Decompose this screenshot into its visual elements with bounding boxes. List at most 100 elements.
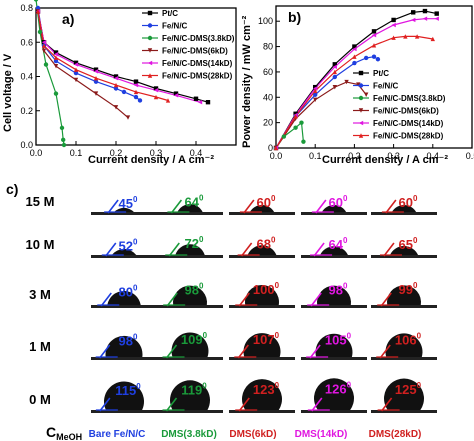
panel-b-legend: Pt/C Fe/N/C Fe/N/C-DMS(3.8kD) Fe/N/C-DMS(6k… bbox=[353, 69, 446, 141]
series-line-fe-n-c-dms-14kd bbox=[275, 18, 437, 149]
panel-a-x-axis-label: Current density / A cm⁻² bbox=[88, 154, 214, 166]
data-point-fe-n-c-dms-28kd bbox=[153, 94, 159, 100]
droplet-cell: 1060 bbox=[371, 323, 437, 363]
contact-angle-value: 1050 bbox=[325, 332, 352, 348]
droplet bbox=[242, 379, 282, 410]
tangent-line bbox=[380, 397, 393, 412]
tangent-line bbox=[238, 292, 250, 307]
legend-marker-fe-n-c-dms-6kd bbox=[358, 108, 364, 113]
substrate bbox=[157, 410, 223, 413]
column-labels: Bare Fe/N/C DMS(3.8kD) DMS(6kD) DMS(14kD) DM… bbox=[89, 429, 422, 440]
data-point-fe-n-c-dms-3-8kd bbox=[37, 29, 43, 35]
legend-label-fe-n-c: Fe/N/C bbox=[162, 22, 188, 31]
data-point-fe-n-c-dms-14kd bbox=[313, 86, 318, 91]
tangent-line bbox=[168, 242, 180, 257]
droplet bbox=[170, 380, 210, 410]
legend-marker-fe-n-c bbox=[358, 83, 364, 88]
tangent-line bbox=[170, 199, 183, 214]
data-point-fe-n-c bbox=[313, 92, 318, 97]
data-point-fe-n-c-dms-28kd bbox=[313, 88, 318, 94]
data-point-fe-n-c-dms-28kd bbox=[293, 114, 298, 119]
column-label: DMS(3.8kD) bbox=[161, 429, 217, 440]
droplet bbox=[247, 245, 277, 255]
legend-label-fe-n-c-dms-28kd: Fe/N/C-DMS(28kD) bbox=[373, 132, 444, 141]
data-point-fe-n-c-dms-6kd bbox=[356, 82, 361, 87]
concentration-axis-label: CMeOH bbox=[46, 424, 82, 441]
data-point-pt-c bbox=[391, 17, 396, 23]
series-line-fe-n-c-dms-14kd bbox=[37, 11, 201, 103]
panel-a-y-axis-label: Cell voltage / V bbox=[2, 53, 14, 132]
tangent-line bbox=[309, 344, 321, 359]
legend-label-fe-n-c-dms-14kd: Fe/N/C-DMS(14kD) bbox=[162, 59, 233, 68]
data-point-fe-n-c-dms-14kd bbox=[352, 46, 357, 52]
data-point-fe-n-c-dms-3-8kd bbox=[59, 125, 65, 131]
y-tick-label: 0 bbox=[268, 143, 273, 153]
contact-angle-value: 1000 bbox=[253, 281, 280, 297]
droplet-cell: 640 bbox=[301, 221, 367, 261]
data-point-fe-n-c-dms-28kd bbox=[53, 55, 59, 60]
data-point-fe-n-c-dms-6kd bbox=[73, 77, 79, 83]
substrate bbox=[91, 212, 157, 215]
panel-b-plot-frame bbox=[275, 5, 473, 149]
substrate bbox=[371, 410, 437, 413]
data-point-pt-c bbox=[193, 96, 199, 101]
droplet bbox=[384, 378, 424, 410]
droplet-cell: 1250 bbox=[371, 376, 437, 416]
data-point-fe-n-c bbox=[363, 55, 369, 61]
tangent-line bbox=[237, 344, 249, 359]
droplet bbox=[105, 335, 143, 357]
data-point-pt-c bbox=[411, 10, 416, 15]
tangent-line bbox=[100, 292, 112, 307]
contact-angle-value: 1260 bbox=[325, 381, 352, 397]
droplet-cell: 800 bbox=[91, 271, 157, 311]
data-point-fe-n-c-dms-6kd bbox=[113, 105, 119, 110]
data-point-fe-n-c-dms-6kd bbox=[93, 91, 99, 96]
contact-angle-value: 1070 bbox=[253, 331, 280, 347]
y-tick-label: 0.8 bbox=[20, 3, 33, 13]
y-tick-label: 40 bbox=[263, 92, 273, 102]
data-point-fe-n-c-dms-14kd bbox=[153, 88, 159, 93]
tangent-line bbox=[166, 292, 178, 307]
substrate bbox=[229, 410, 295, 413]
data-point-fe-n-c-dms-14kd bbox=[173, 93, 179, 98]
y-tick-label: 0.4 bbox=[20, 72, 33, 82]
droplet bbox=[249, 205, 275, 212]
tangent-line bbox=[165, 397, 178, 412]
droplet-cell: 1070 bbox=[229, 323, 295, 363]
legend-marker-fe-n-c-dms-28kd bbox=[358, 133, 364, 138]
data-point-fe-n-c-dms-28kd bbox=[371, 43, 377, 48]
tangent-line bbox=[379, 344, 391, 359]
data-point-fe-n-c-dms-6kd bbox=[53, 64, 59, 69]
data-point-fe-n-c-dms-3-8kd bbox=[301, 139, 306, 144]
x-tick-label: 0.0 bbox=[30, 148, 43, 158]
data-point-fe-n-c-dms-28kd bbox=[352, 54, 357, 59]
data-point-fe-n-c-dms-14kd bbox=[73, 62, 79, 67]
contact-angle-value: 1150 bbox=[115, 382, 141, 398]
tangent-line bbox=[240, 242, 253, 257]
data-point-fe-n-c-dms-28kd bbox=[430, 36, 435, 42]
contact-angle-value: 1060 bbox=[395, 331, 422, 347]
legend-label-pt-c: Pt/C bbox=[162, 9, 178, 18]
x-tick-label: 0.4 bbox=[190, 148, 203, 158]
x-tick-label: 0.3 bbox=[387, 151, 400, 161]
tangent-line bbox=[243, 199, 255, 214]
data-point-fe-n-c-dms-3-8kd bbox=[61, 142, 67, 148]
y-tick-label: 60 bbox=[263, 67, 273, 77]
data-point-fe-n-c-dms-3-8kd bbox=[281, 134, 287, 139]
x-tick-label: 0.3 bbox=[150, 148, 163, 158]
substrate bbox=[91, 305, 157, 308]
column-label: DMS(6kD) bbox=[229, 429, 276, 440]
droplet bbox=[107, 290, 141, 305]
data-point-fe-n-c-dms-14kd bbox=[93, 69, 99, 74]
data-point-fe-n-c bbox=[352, 60, 357, 66]
y-tick-label: 0.0 bbox=[20, 140, 33, 150]
data-point-fe-n-c bbox=[371, 54, 377, 59]
substrate bbox=[91, 357, 157, 360]
row-label: 0 M bbox=[29, 392, 51, 407]
panel-b-series-markers bbox=[273, 8, 439, 151]
row-label: 1 M bbox=[29, 339, 51, 354]
data-point-fe-n-c-dms-14kd bbox=[197, 99, 203, 105]
panel-b-y-axis-label: Power density / mW cm⁻² bbox=[241, 15, 253, 148]
panel-a-label: a) bbox=[62, 11, 74, 27]
